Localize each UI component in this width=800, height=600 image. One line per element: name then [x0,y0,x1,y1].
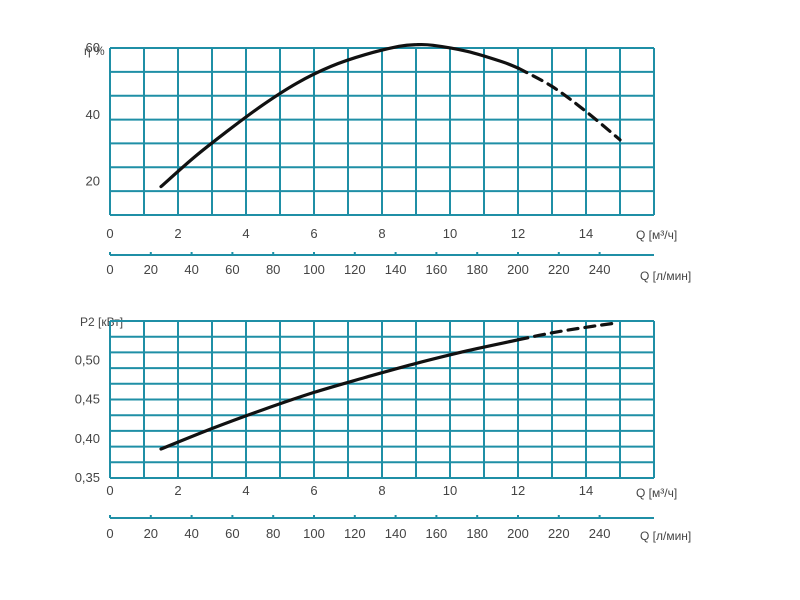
efficiency-secondary-tick-label: 0 [106,262,113,277]
power-chart: P2 [кВт] Q [м³/ч] Q [л/мин] 0 2 4 6 8 10 12 140… [75,315,692,543]
efficiency-x-tick-label: 12 [511,226,525,241]
efficiency-secondary-tick-label: 20 [144,262,158,277]
power-x-tick-label: 12 [511,483,525,498]
power-y-tick-label: 0,45 [75,392,100,407]
efficiency-x-tick-label: 2 [174,226,181,241]
efficiency-y-tick-label: 40 [86,107,100,122]
efficiency-secondary-tick-label: 120 [344,262,366,277]
power-x-tick-label: 4 [242,483,249,498]
power-secondary-tick-label: 220 [548,526,570,541]
efficiency-secondary-tick-label: 100 [303,262,325,277]
efficiency-secondary-tick-label: 180 [466,262,488,277]
efficiency-secondary-tick-label: 200 [507,262,529,277]
power-curve-dashed [516,321,615,342]
power-x-tick-label: 0 [106,483,113,498]
power-secondary-tick-label: 40 [184,526,198,541]
power-x-tick-label: 8 [378,483,385,498]
power-x-axis-label-lmin: Q [л/мин] [640,529,691,543]
efficiency-y-tick-label: 60 [86,40,100,55]
efficiency-secondary-tick-label: 240 [589,262,611,277]
efficiency-chart: η % Q [м³/ч] Q [л/мин] 0 2 4 6 8 10 12 14 20 40 60… [84,40,691,283]
efficiency-y-axis-label: η % [84,44,105,58]
power-x-axis-label-m3h: Q [м³/ч] [636,486,677,500]
power-secondary-tick-label: 240 [589,526,611,541]
efficiency-x-tick-label: 10 [443,226,457,241]
power-y-tick-label: 0,40 [75,431,100,446]
efficiency-x-axis-label-m3h: Q [м³/ч] [636,228,677,242]
power-x-tick-label: 14 [579,483,593,498]
efficiency-secondary-tick-label: 140 [385,262,407,277]
power-secondary-tick-label: 100 [303,526,325,541]
efficiency-x-tick-label: 8 [378,226,385,241]
efficiency-x-tick-label: 0 [106,226,113,241]
power-x-tick-label: 6 [310,483,317,498]
power-secondary-tick-label: 180 [466,526,488,541]
efficiency-secondary-tick-label: 40 [184,262,198,277]
power-secondary-tick-label: 160 [426,526,448,541]
power-y-tick-label: 0,50 [75,352,100,367]
efficiency-secondary-tick-label: 80 [266,262,280,277]
efficiency-x-tick-label: 4 [242,226,249,241]
efficiency-secondary-tick-label: 160 [426,262,448,277]
efficiency-x-axis-label-lmin: Q [л/мин] [640,269,691,283]
power-x-tick-label: 10 [443,483,457,498]
efficiency-y-tick-label: 20 [86,174,100,189]
efficiency-secondary-tick-label: 220 [548,262,570,277]
power-secondary-tick-label: 200 [507,526,529,541]
power-secondary-tick-label: 0 [106,526,113,541]
power-y-axis-label: P2 [кВт] [80,315,123,329]
power-secondary-tick-label: 80 [266,526,280,541]
efficiency-curve-solid [159,42,520,189]
efficiency-curve-dashed [516,66,622,142]
power-secondary-tick-label: 120 [344,526,366,541]
power-secondary-tick-label: 140 [385,526,407,541]
power-secondary-tick-label: 60 [225,526,239,541]
power-x-tick-label: 2 [174,483,181,498]
efficiency-x-tick-label: 6 [310,226,317,241]
efficiency-secondary-tick-label: 60 [225,262,239,277]
efficiency-x-tick-label: 14 [579,226,593,241]
power-curve-solid [159,338,520,451]
power-y-tick-label: 0,35 [75,470,100,485]
power-secondary-tick-label: 20 [144,526,158,541]
